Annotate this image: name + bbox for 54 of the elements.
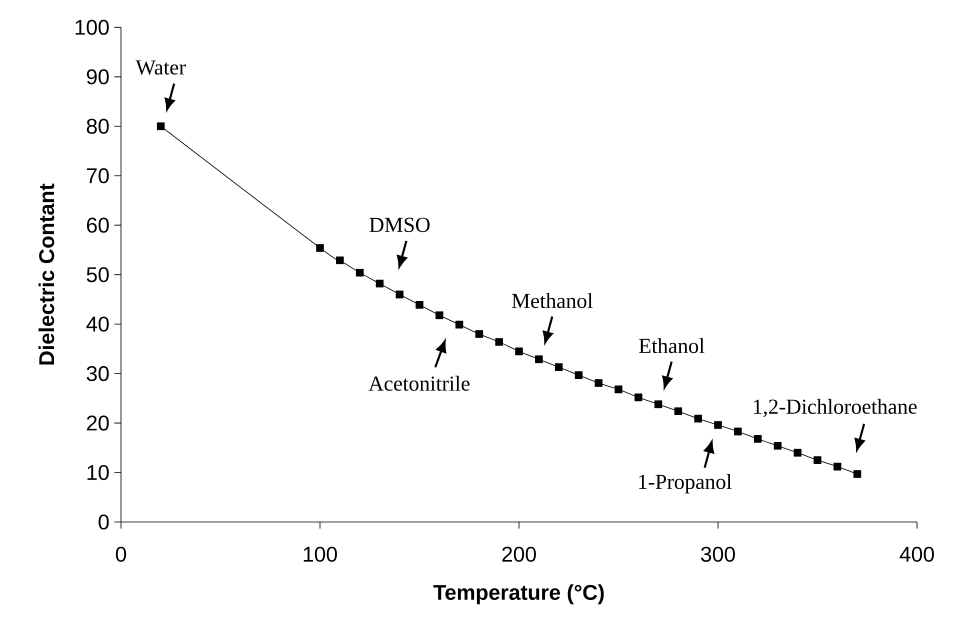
point [834,462,842,470]
annotation: DMSO [369,218,430,232]
annotation: Water [136,60,186,75]
y-tick-label: 20 [86,416,109,431]
point [594,379,602,387]
annotation: 1,2-Dichloroethane [754,398,917,417]
point [436,311,444,320]
point [734,428,742,436]
x-axis-title: Temperature (°C) [433,584,604,604]
point [495,338,503,346]
y-tick-label: 0 [98,514,109,530]
point [535,355,543,364]
point [654,400,662,408]
y-tick-label: 50 [86,267,109,282]
point [714,421,722,429]
point [814,456,822,464]
point [316,244,324,252]
annotation: Ethanol [639,338,704,354]
point [356,268,364,277]
point [674,407,682,416]
point [754,435,762,443]
point [515,347,523,356]
y-tick-label: 30 [86,366,109,382]
annotation: Acetonitrile [368,376,470,391]
y-tick-label: 60 [86,218,109,233]
point [614,386,622,394]
point [574,371,583,379]
point [694,414,702,422]
annotation: 1-Propanol [639,474,732,494]
y-tick-label: 100 [76,20,109,35]
x-tick-label: 100 [304,546,337,562]
point [156,122,165,130]
point [475,330,484,338]
point [794,448,802,457]
point [455,320,464,328]
point [554,363,563,372]
x-tick-label: 0 [116,546,126,562]
x-tick-label: 300 [701,546,735,562]
x-tick-label: 200 [502,546,536,562]
point [396,290,404,298]
y-axis-title: Dielectric Contant [38,184,54,365]
point [336,256,344,264]
point [416,300,424,309]
y-tick-label: 90 [86,69,109,84]
y-tick-label: 10 [88,464,109,480]
point [376,280,384,288]
point [853,470,862,478]
x-tick-label: 400 [900,546,934,562]
y-tick-label: 80 [86,118,109,134]
point [774,442,782,450]
y-tick-label: 70 [86,168,109,184]
y-tick-label: 40 [86,316,109,332]
point [634,393,642,402]
annotation: Methanol [512,293,593,308]
